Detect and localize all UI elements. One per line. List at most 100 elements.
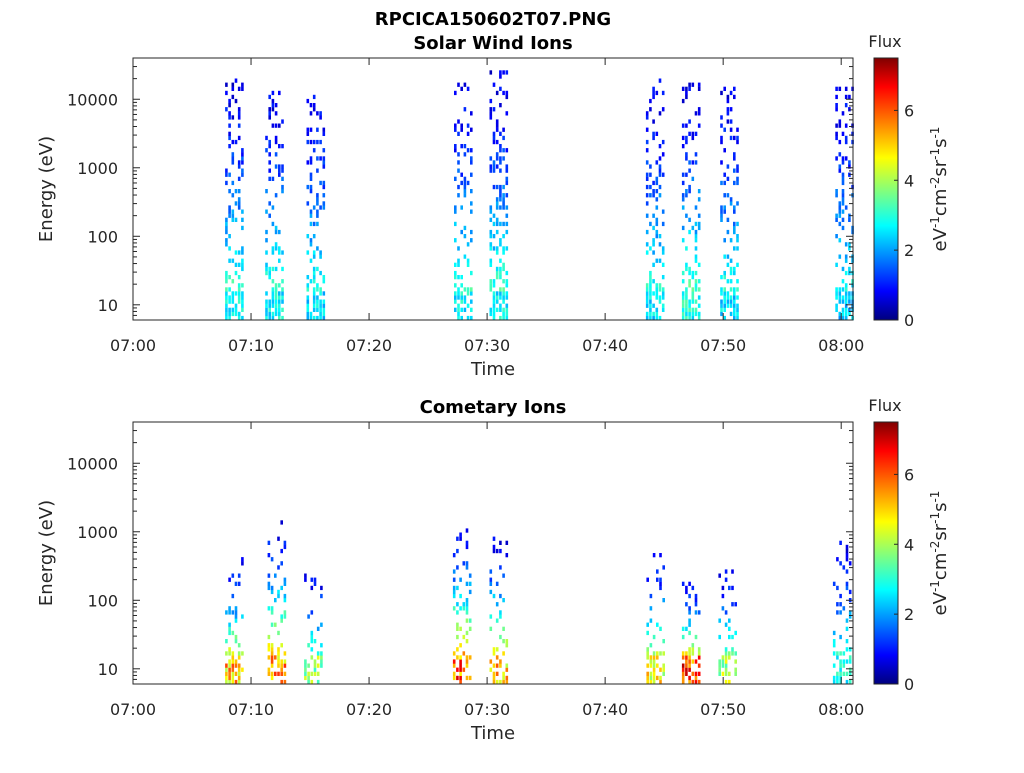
heatmap-cell	[724, 663, 728, 668]
heatmap-cell	[274, 135, 278, 141]
heatmap-cell	[465, 606, 469, 611]
heatmap-cell	[844, 295, 848, 300]
heatmap-cell	[844, 86, 848, 91]
heatmap-cell	[274, 152, 278, 157]
heatmap-cell	[845, 679, 849, 685]
heatmap-cell	[655, 234, 659, 239]
heatmap-cell	[645, 291, 649, 296]
heatmap-cell	[728, 634, 731, 640]
heatmap-cell	[649, 184, 652, 190]
heatmap-cell	[688, 622, 691, 627]
heatmap-cell	[459, 577, 462, 582]
heatmap-cell	[649, 221, 652, 227]
heatmap-cell	[231, 675, 235, 681]
heatmap-cell	[736, 303, 739, 308]
heatmap-cell	[838, 213, 842, 218]
heatmap-cell	[225, 639, 228, 644]
heatmap-cell	[228, 135, 231, 141]
heatmap-cell	[225, 221, 228, 227]
heatmap-cell	[234, 78, 238, 83]
heatmap-cell	[688, 618, 691, 623]
heatmap-cell	[841, 295, 845, 300]
heatmap-cell	[456, 536, 459, 541]
heatmap-cell	[723, 299, 726, 304]
heatmap-cell	[505, 90, 509, 96]
heatmap-cell	[231, 311, 235, 317]
heatmap-cell	[845, 647, 849, 652]
heatmap-cell	[842, 565, 846, 570]
heatmap-cell	[460, 180, 463, 186]
heatmap-cell	[688, 189, 691, 194]
heatmap-cell	[231, 160, 235, 165]
heatmap-cell	[225, 172, 228, 177]
heatmap-cell	[733, 299, 736, 304]
heatmap-cell	[495, 275, 499, 280]
heatmap-cell	[271, 246, 275, 251]
heatmap-cell	[322, 193, 326, 198]
heatmap-cell	[688, 131, 691, 136]
heatmap-cell	[225, 279, 228, 284]
heatmap-cell	[468, 626, 472, 631]
heatmap-cell	[505, 229, 509, 235]
heatmap-cell	[720, 213, 723, 218]
heatmap-cell	[460, 307, 463, 312]
heatmap-cell	[316, 127, 319, 132]
heatmap-cell	[277, 565, 280, 570]
heatmap-cell	[502, 70, 505, 75]
heatmap-cell	[234, 679, 238, 685]
heatmap-cell	[316, 209, 319, 214]
heatmap-cell	[237, 581, 241, 586]
heatmap-cell	[465, 639, 469, 644]
heatmap-cell	[728, 618, 731, 623]
heatmap-cell	[836, 655, 839, 660]
heatmap-cell	[652, 553, 656, 558]
heatmap-cell	[454, 270, 457, 276]
heatmap-cell	[225, 667, 228, 672]
heatmap-cell	[845, 671, 849, 676]
heatmap-cell	[505, 168, 509, 173]
heatmap-cell	[839, 610, 842, 615]
heatmap-cell	[505, 94, 509, 100]
heatmap-cell	[489, 234, 493, 239]
heatmap-cell	[234, 189, 238, 194]
heatmap-cell	[649, 164, 652, 169]
heatmap-cell	[274, 291, 278, 296]
heatmap-cell	[733, 168, 736, 173]
heatmap-cell	[688, 610, 691, 615]
heatmap-cell	[460, 172, 463, 177]
heatmap-cell	[309, 139, 313, 145]
heatmap-cell	[645, 303, 649, 308]
heatmap-cell	[241, 152, 244, 157]
heatmap-cell	[306, 201, 310, 206]
heatmap-cell	[733, 315, 736, 321]
heatmap-cell	[268, 115, 271, 120]
heatmap-cell	[688, 119, 691, 124]
heatmap-cell	[721, 593, 725, 599]
heatmap-cell	[832, 581, 836, 586]
heatmap-cell	[681, 626, 685, 631]
heatmap-cell	[237, 111, 241, 116]
heatmap-cell	[645, 160, 649, 165]
heatmap-cell	[322, 275, 326, 280]
heatmap-cell	[694, 610, 698, 615]
heatmap-cell	[234, 311, 238, 317]
heatmap-cell	[465, 540, 469, 545]
heatmap-cell	[505, 70, 509, 75]
heatmap-cell	[489, 115, 493, 120]
heatmap-cell	[505, 180, 509, 186]
heatmap-cell	[841, 311, 845, 317]
heatmap-cell	[228, 622, 231, 627]
heatmap-cell	[274, 573, 277, 578]
heatmap-cell	[225, 307, 228, 312]
heatmap-cell	[655, 258, 659, 263]
heatmap-cell	[505, 311, 509, 317]
heatmap-cell	[688, 679, 691, 685]
heatmap-cell	[736, 127, 739, 132]
heatmap-cell	[465, 659, 469, 664]
heatmap-cell	[228, 675, 231, 681]
heatmap-cell	[312, 291, 316, 296]
heatmap-cell	[231, 82, 235, 87]
heatmap-cell	[495, 250, 499, 255]
heatmap-cell	[231, 679, 235, 685]
